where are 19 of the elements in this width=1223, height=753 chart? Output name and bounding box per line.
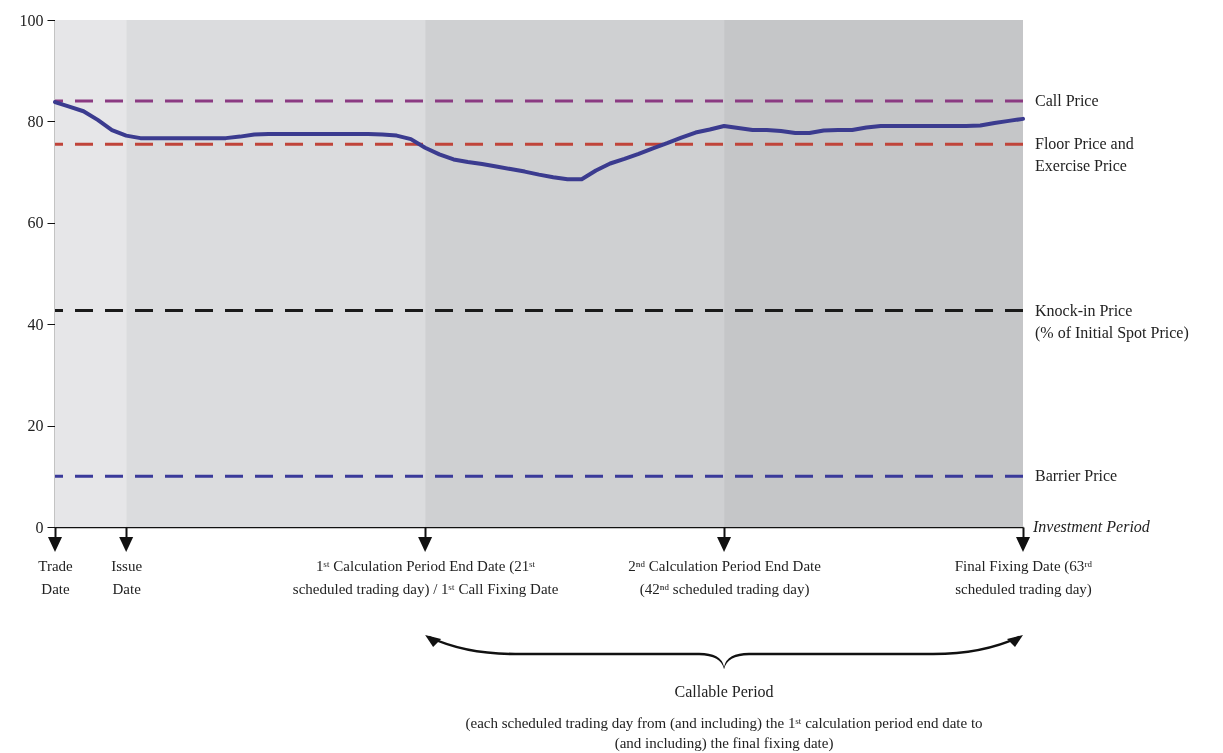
y-tick-label: 20: [27, 417, 44, 435]
text: Investment Period: [1032, 518, 1151, 535]
ref-line-label: Floor Price and Exercise Price: [1035, 135, 1134, 175]
y-tick-label: 60: [27, 214, 44, 232]
x-tick-label: 2ⁿᵈ Calculation Period End Date (42ⁿᵈ scheduled trading day): [628, 557, 822, 598]
y-tick-label: 80: [27, 112, 44, 130]
x-tick-label: Trade Date: [38, 557, 74, 597]
y-tick-label: 40: [27, 315, 44, 333]
text: Callable Period: [674, 683, 774, 700]
x-tick-label: 1ˢᵗ Calculation Period End Date (21ˢᵗ scheduled trading day) / 1ˢᵗ Call Fixing Date: [292, 557, 559, 598]
text: (each scheduled trading day from (and including) the 1ˢᵗ calculation period end date to (and including) the final fixing date): [465, 715, 983, 752]
ref-line-label: Barrier Price: [1035, 467, 1118, 485]
y-tick-label: 0: [35, 518, 44, 536]
ref-line-label: Knock-in Price (% of Initial Spot Price): [1035, 301, 1189, 342]
line-series: [53, 100, 1025, 182]
y-tick-label: 100: [19, 11, 44, 29]
x-tick-label: Issue Date: [111, 557, 143, 597]
ref-line-label: Call Price: [1035, 92, 1099, 110]
x-tick-label: Final Fixing Date (63ʳᵈ scheduled trading day): [954, 557, 1093, 598]
